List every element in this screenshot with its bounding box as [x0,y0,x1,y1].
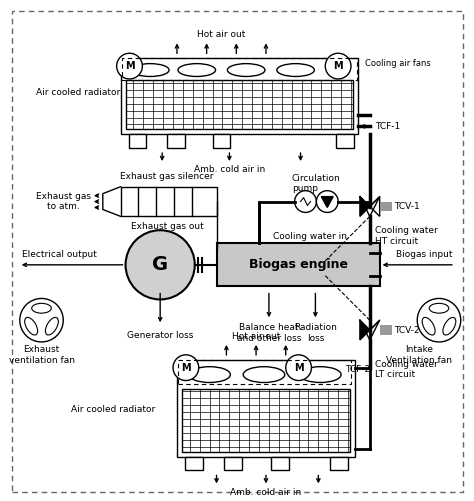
Ellipse shape [243,367,285,382]
FancyBboxPatch shape [330,456,348,470]
Text: G: G [152,256,168,275]
FancyBboxPatch shape [177,360,355,456]
Text: Electrical output: Electrical output [22,250,97,260]
Circle shape [117,53,142,79]
Text: M: M [125,61,134,71]
Text: Exhaust gas
to atm.: Exhaust gas to atm. [36,192,91,211]
Text: Exhaust gas out: Exhaust gas out [131,222,203,231]
Ellipse shape [46,317,58,335]
FancyBboxPatch shape [185,456,203,470]
Text: Air cooled radiator: Air cooled radiator [71,405,155,414]
Circle shape [417,299,461,342]
Text: Cooling air fans: Cooling air fans [365,59,430,68]
Text: M: M [333,61,343,71]
FancyBboxPatch shape [128,134,146,148]
Ellipse shape [32,303,51,313]
Circle shape [20,299,63,342]
Ellipse shape [131,64,169,77]
Ellipse shape [189,367,230,382]
FancyBboxPatch shape [212,134,230,148]
Circle shape [126,230,195,300]
Ellipse shape [422,317,435,335]
Text: TCF-2: TCF-2 [345,365,370,374]
Circle shape [295,191,316,212]
Polygon shape [360,320,370,340]
Text: TCF-1: TCF-1 [375,122,400,131]
FancyBboxPatch shape [217,243,380,286]
Text: Amb. cold air in: Amb. cold air in [194,165,265,174]
FancyBboxPatch shape [120,187,217,216]
Text: Intake
Ventilation fan: Intake Ventilation fan [386,345,452,365]
Text: M: M [181,363,191,373]
Polygon shape [360,196,370,216]
Text: Radiation
loss: Radiation loss [294,323,337,343]
Text: Biogas input: Biogas input [396,250,453,260]
FancyBboxPatch shape [167,134,185,148]
Polygon shape [370,196,380,216]
FancyBboxPatch shape [271,456,289,470]
FancyBboxPatch shape [126,80,353,129]
Circle shape [286,355,311,381]
Ellipse shape [277,64,314,77]
Ellipse shape [178,64,216,77]
Text: Cooling water
HT circuit: Cooling water HT circuit [375,226,438,246]
Circle shape [325,53,351,79]
FancyBboxPatch shape [224,456,242,470]
Ellipse shape [300,367,341,382]
Text: Amb. cold air in: Amb. cold air in [230,488,301,497]
FancyBboxPatch shape [380,201,392,211]
Text: Circulation
pump: Circulation pump [292,174,340,193]
Text: Hot air out: Hot air out [232,332,280,341]
FancyBboxPatch shape [336,134,354,148]
FancyBboxPatch shape [182,389,350,452]
Ellipse shape [228,64,265,77]
Text: Biogas engine: Biogas engine [248,258,347,271]
Ellipse shape [25,317,37,335]
Text: Air cooled radiator: Air cooled radiator [36,88,120,97]
Text: Hot air out: Hot air out [197,30,246,39]
Text: Exhaust
ventilation fan: Exhaust ventilation fan [9,345,74,365]
Circle shape [173,355,199,381]
Text: Exhaust gas silencer: Exhaust gas silencer [120,172,214,181]
Circle shape [316,191,338,212]
FancyBboxPatch shape [380,325,392,335]
Text: M: M [294,363,303,373]
Text: Cooling water
LT circuit: Cooling water LT circuit [375,360,438,379]
Text: Generator loss: Generator loss [127,331,193,340]
Text: TCV-2: TCV-2 [394,326,420,335]
Text: TCV-1: TCV-1 [394,202,420,211]
Polygon shape [370,320,380,330]
FancyBboxPatch shape [120,58,358,134]
Polygon shape [321,196,333,207]
Ellipse shape [429,303,449,313]
Text: Cooling water in: Cooling water in [273,231,347,240]
Ellipse shape [443,317,456,335]
Text: Balance heat
and other loss: Balance heat and other loss [237,323,301,343]
